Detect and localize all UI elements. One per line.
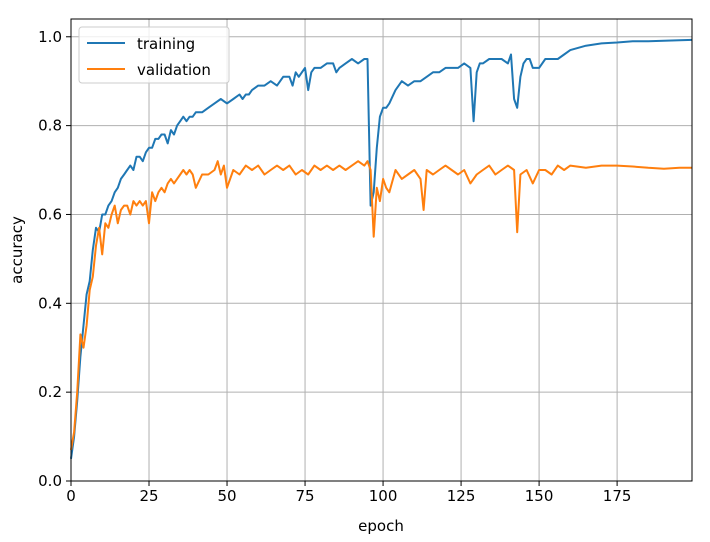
series-line-validation [70, 160, 692, 451]
legend-label-training: training [137, 35, 195, 53]
plot-background [71, 19, 692, 481]
x-tick-label: 125 [447, 487, 476, 505]
y-axis-label: accuracy [8, 216, 26, 284]
x-axis-ticks: 0 25 50 75 100 125 150 175 [66, 481, 631, 505]
y-tick-label: 1.0 [38, 28, 62, 46]
plot-frame [70, 18, 693, 482]
x-tick-label: 25 [139, 487, 158, 505]
y-tick-label: 0.2 [38, 383, 62, 401]
x-tick-label: 75 [295, 487, 314, 505]
x-tick-label: 175 [603, 487, 632, 505]
legend: training validation [78, 26, 230, 84]
y-tick-label: 0.8 [38, 117, 62, 135]
x-tick-label: 150 [525, 487, 554, 505]
legend-label-validation: validation [137, 61, 211, 79]
series-line-training [70, 38, 693, 459]
x-tick-label: 0 [66, 487, 76, 505]
x-tick-label: 100 [369, 487, 398, 505]
y-tick-label: 0.4 [38, 294, 62, 312]
grid [70, 19, 692, 482]
y-axis-ticks: 0.0 0.2 0.4 0.6 0.8 1.0 [38, 28, 71, 490]
y-tick-label: 0.6 [38, 205, 62, 223]
y-tick-label: 0.0 [38, 472, 62, 490]
x-axis-label: epoch [358, 517, 404, 535]
x-tick-label: 50 [217, 487, 236, 505]
series-layer [70, 38, 693, 459]
